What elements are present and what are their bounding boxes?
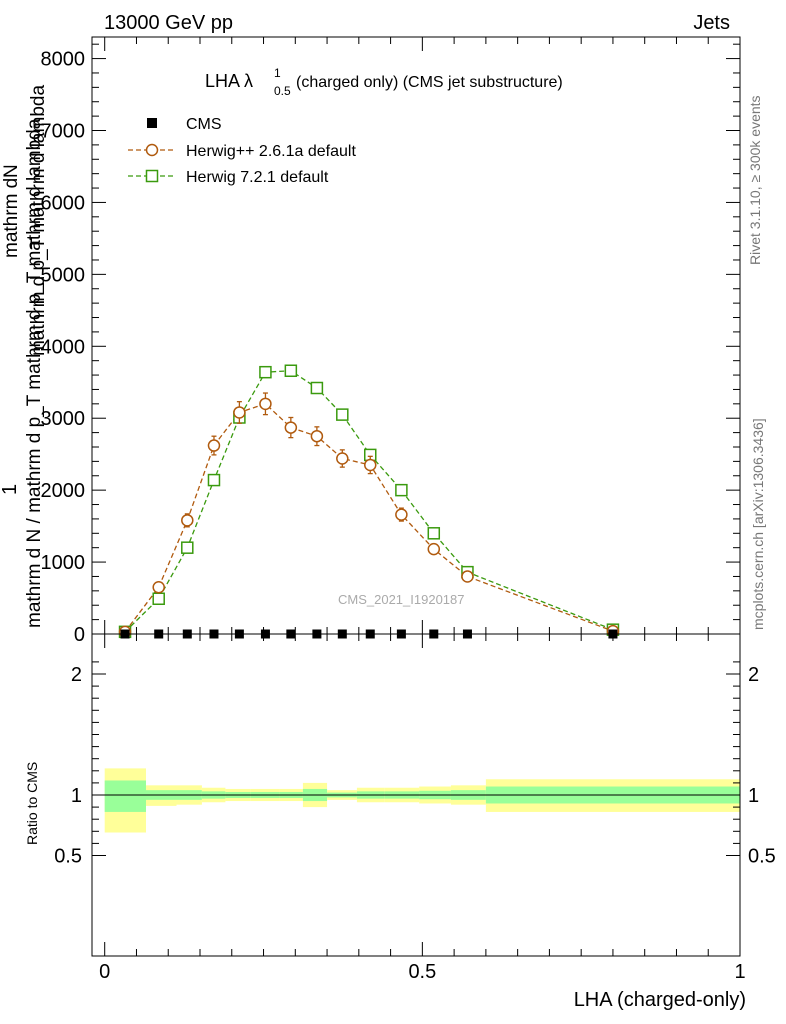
ratio-band-inner: [104, 780, 146, 812]
rivet-label: Rivet 3.1.10, ≥ 300k events: [747, 95, 763, 265]
legend-herwig7-marker: [145, 169, 159, 183]
lower-ytick-label: 0.5: [54, 846, 82, 868]
herwigpp-point: [284, 421, 298, 434]
herwigpp-point: [207, 439, 221, 452]
lower-ytick-label-right: 1: [748, 785, 759, 807]
watermark: CMS_2021_I1920187: [338, 592, 465, 607]
herwigpp-point: [259, 397, 272, 411]
herwigpp-point: [152, 580, 165, 594]
herwigpp-point: [233, 406, 246, 419]
herwig7-point: [259, 365, 272, 379]
lower-ytick-label: 2: [71, 664, 82, 686]
mcplots-label: mcplots.cern.ch [arXiv:1306.3436]: [750, 418, 766, 630]
upper-ytick-label: 1000: [41, 552, 86, 574]
x-tick-label: 1: [734, 961, 745, 983]
ratio-bands: [104, 768, 740, 833]
upper-y-label: 1 mathrm d N / mathrm d p_T mathrm d p_T…: [0, 85, 49, 628]
plot-title: LHA λ 1 0.5 (charged only) (CMS jet subs…: [205, 66, 563, 98]
herwig7-point: [207, 473, 221, 487]
herwig7-point: [181, 541, 194, 554]
upper-ytick-label: 0: [74, 624, 85, 646]
ylabel-bottom: mathrm d p_T mathrm d lambda: [28, 85, 49, 356]
x-tick-label: 0.5: [408, 961, 436, 983]
herwigpp-point: [395, 508, 408, 521]
title-sup: 1: [274, 66, 281, 80]
herwigpp-point: [427, 542, 441, 556]
herwig7-point: [395, 483, 408, 497]
upper-ytick-label: 7000: [41, 121, 86, 143]
legend-herwigpp-label: Herwig++ 2.6.1a default: [186, 143, 356, 160]
upper-series: [118, 364, 620, 639]
legend-cms-label: CMS: [186, 116, 222, 133]
herwig7-line: [124, 370, 614, 633]
legend: CMS Herwig++ 2.6.1a default Herwig 7.2.1…: [128, 116, 356, 186]
upper-ytick-label: 3000: [41, 408, 86, 430]
title-sub: 0.5: [274, 84, 291, 98]
upper-ytick-label: 4000: [41, 336, 86, 358]
ratio-y-label: Ratio to CMS: [24, 762, 40, 845]
legend-herwig7-label: Herwig 7.2.1 default: [186, 169, 329, 186]
lower-ytick-label-right: 0.5: [748, 846, 776, 868]
herwig7-point: [152, 592, 165, 606]
header-left: 13000 GeV pp: [104, 12, 233, 34]
header-right: Jets: [693, 12, 730, 34]
herwig7-point: [284, 364, 298, 377]
herwig7-point: [427, 527, 441, 540]
title-rest: (charged only) (CMS jet substructure): [296, 74, 563, 91]
herwigpp-point: [310, 429, 324, 443]
upper-ytick-label: 8000: [41, 49, 86, 71]
herwigpp-point: [364, 458, 377, 472]
ylabel-mid: N: [1, 164, 22, 178]
ylabel-denominator: mathrm d N / mathrm d p_T mathrm d p_T m…: [24, 118, 45, 628]
upper-ytick-label: 5000: [41, 264, 86, 286]
upper-ytick-label: 2000: [41, 480, 86, 502]
herwig7-point: [336, 408, 349, 421]
lower-ticks: 0.5 0.5 1 1 2 2 0 0.5 1: [54, 634, 776, 983]
x-tick-label: 0: [99, 961, 110, 983]
main-plot-panel: 0 1000 2000 3000 4000 5000 6000 7000 8000 LHA λ …: [0, 36, 741, 646]
ylabel-top: mathrm d: [1, 178, 22, 258]
lower-ytick-label: 1: [71, 785, 82, 807]
upper-ytick-label: 6000: [41, 192, 86, 214]
herwigpp-point: [181, 514, 194, 527]
lower-ytick-label-right: 2: [748, 664, 759, 686]
herwig7-point: [310, 381, 324, 395]
herwigpp-point: [336, 452, 349, 465]
legend-cms-marker: [147, 118, 157, 128]
title-main: LHA λ: [205, 71, 253, 91]
ratio-panel: 0.5 0.5 1 1 2 2 0 0.5 1 Ratio to CMS LHA (charge…: [24, 633, 776, 1011]
x-axis-label: LHA (charged-only): [574, 989, 746, 1011]
herwigpp-point: [461, 570, 474, 583]
lower-frame: [91, 633, 741, 957]
legend-herwigpp-marker: [145, 143, 159, 157]
ylabel-numerator: 1: [0, 484, 21, 495]
upper-y-ticks: 0 1000 2000 3000 4000 5000 6000 7000 8000: [41, 37, 741, 646]
herwigpp-line: [124, 403, 614, 633]
